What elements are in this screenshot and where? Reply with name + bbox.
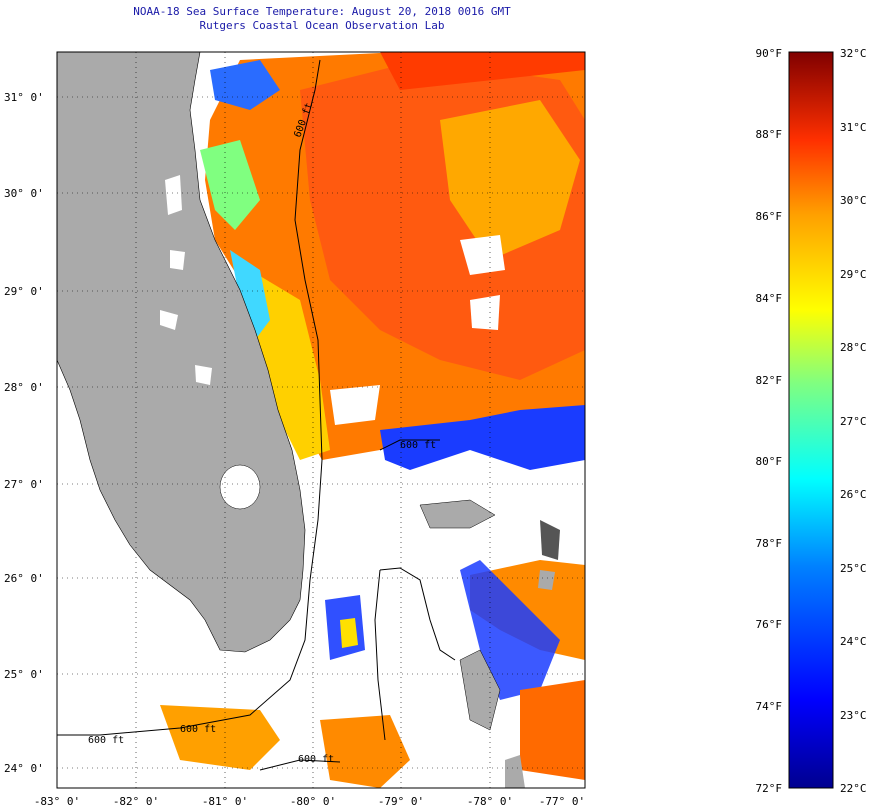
sst-cold-fringe [380,405,585,470]
sst-field: 600 ft 600 ft 600 ft 600 ft 600 ft [57,52,585,788]
colorbar-celsius-labels: 32°C 31°C 30°C 29°C 28°C 27°C 26°C 25°C … [840,47,867,795]
graticule [57,52,585,788]
bahamas-island [538,570,555,590]
lat-tick-label: 31° 0' [4,91,44,104]
cb-c-label: 27°C [840,415,867,428]
sst-warm-patch-se [520,680,585,780]
inland-lake [170,250,185,270]
map-title: NOAA-18 Sea Surface Temperature: August … [133,5,511,18]
cb-f-label: 84°F [756,292,783,305]
inland-lake [160,310,178,330]
sst-warm-patch-keys [160,705,280,770]
lat-tick-label: 26° 0' [4,572,44,585]
lat-tick-label: 24° 0' [4,762,44,775]
map-frame [56,51,586,789]
lon-tick-label: -83° 0' [34,795,80,808]
sst-cold-patch-east [460,560,560,700]
map-subtitle: Rutgers Coastal Ocean Observation Lab [199,19,445,32]
cb-f-label: 90°F [756,47,783,60]
cb-c-label: 23°C [840,709,867,722]
contour-600ft-north [379,439,440,451]
cb-c-label: 28°C [840,341,867,354]
sst-warm-patch-south [320,715,410,788]
cb-c-label: 24°C [840,635,867,648]
lon-tick-label: -77° 0' [539,795,585,808]
cb-f-label: 76°F [756,618,783,631]
cb-f-label: 86°F [756,210,783,223]
lake-okeechobee [219,464,261,510]
lon-tick-label: -79° 0' [378,795,424,808]
bahamas-island [419,499,496,529]
cb-c-label: 25°C [840,562,867,575]
cb-c-label: 31°C [840,121,867,134]
cloud-patch [470,295,500,330]
cb-f-label: 88°F [756,128,783,141]
sst-yellow-region [250,270,330,460]
contour-label: 600 ft [298,754,334,765]
contour-600ft-keys [259,759,341,771]
contour-label: 600 ft [400,440,436,451]
longitude-axis: -83° 0' -82° 0' -81° 0' -80° 0' -79° 0' … [34,795,585,808]
cb-f-label: 74°F [756,700,783,713]
cloud-patch [460,235,505,275]
sst-mid-region [440,100,580,260]
lat-tick-label: 29° 0' [4,285,44,298]
contour-label: 600 ft [180,724,216,735]
lat-tick-label: 27° 0' [4,478,44,491]
contour-600ft-south [374,569,386,741]
sst-yellow-spot [340,618,358,648]
andros-island [459,649,501,731]
cb-c-label: 22°C [840,782,867,795]
sst-green-patch [200,140,260,230]
lon-tick-label: -82° 0' [113,795,159,808]
cb-f-label: 78°F [756,537,783,550]
latitude-axis: 31° 0' 30° 0' 29° 0' 28° 0' 27° 0' 26° 0… [4,91,44,775]
bahamas-island [540,520,560,560]
lon-tick-label: -78° 0' [467,795,513,808]
colorbar-fahrenheit-labels: 90°F 88°F 86°F 84°F 82°F 80°F 78°F 76°F … [756,47,783,795]
lon-tick-label: -81° 0' [202,795,248,808]
cb-c-label: 32°C [840,47,867,60]
contour-600ft-west [57,59,323,736]
contour-600ft-east [379,567,456,661]
sst-cold-patch [210,60,280,110]
lat-tick-label: 25° 0' [4,668,44,681]
cb-c-label: 26°C [840,488,867,501]
cb-f-label: 82°F [756,374,783,387]
inland-lake [195,365,212,385]
lat-tick-label: 30° 0' [4,187,44,200]
cb-f-label: 80°F [756,455,783,468]
cb-f-label: 72°F [756,782,783,795]
lon-tick-label: -80° 0' [290,795,336,808]
inland-lake [165,175,182,215]
bahamas-island [505,755,525,788]
contour-label: 600 ft [88,735,124,746]
lat-tick-label: 28° 0' [4,381,44,394]
sst-hot-band [380,52,585,90]
colorbar: 90°F 88°F 86°F 84°F 82°F 80°F 78°F 76°F … [756,47,867,795]
cb-c-label: 30°C [840,194,867,207]
sst-cool-region [230,250,270,340]
colorbar-gradient [788,51,834,789]
cloud-patch [330,385,380,425]
cb-c-label: 29°C [840,268,867,281]
